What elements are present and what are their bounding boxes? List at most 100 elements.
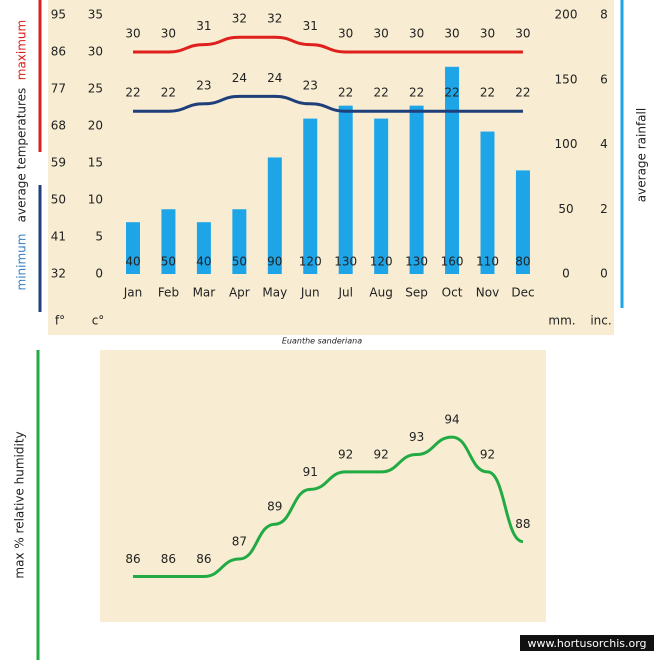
rain-bar — [267, 157, 282, 274]
line-value-label: 31 — [196, 19, 211, 33]
humidity-axis-label: max % relative humidity — [13, 431, 27, 578]
y3-tick-label: 41 — [51, 230, 66, 244]
bar-value-label: 120 — [299, 255, 322, 269]
y4-tick-label: 0 — [600, 267, 608, 281]
y3-tick-label: 32 — [51, 267, 66, 281]
x-tick-label: Jan — [123, 286, 143, 300]
line-value-label: 30 — [161, 27, 176, 41]
bar-value-label: 120 — [370, 255, 393, 269]
y3-tick-label: 95 — [51, 8, 66, 22]
bar-value-label: 50 — [161, 255, 176, 269]
bar-value-label: 40 — [125, 255, 140, 269]
line-value-label: 23 — [303, 78, 318, 92]
line-value-label: 87 — [232, 535, 247, 549]
bar-value-label: 130 — [334, 255, 357, 269]
x-tick-label: Jul — [337, 286, 352, 300]
line-value-label: 30 — [444, 27, 459, 41]
line-value-label: 91 — [303, 465, 318, 479]
rain-bar — [445, 66, 460, 274]
line-value-label: 22 — [338, 86, 353, 100]
line-value-label: 22 — [161, 86, 176, 100]
watermark: www.hortusorchis.org — [527, 637, 646, 650]
x-tick-label: Nov — [476, 286, 499, 300]
line-value-label: 86 — [161, 552, 176, 566]
line-value-label: 92 — [338, 447, 353, 461]
bar-value-label: 80 — [515, 255, 530, 269]
line-value-label: 24 — [267, 71, 282, 85]
bar-value-label: 110 — [476, 255, 499, 269]
x-tick-label: Jun — [300, 286, 320, 300]
rain-bar — [126, 222, 140, 274]
y2-tick-label: 200 — [555, 8, 578, 22]
y-tick-label: 30 — [88, 45, 103, 59]
line-value-label: 92 — [480, 447, 495, 461]
y4-tick-label: 4 — [600, 137, 608, 151]
rain-bar — [515, 170, 530, 274]
rain-bar — [161, 209, 176, 274]
y-tick-label: 20 — [88, 119, 103, 133]
watermark-background — [520, 635, 654, 651]
y2-tick-label: 150 — [555, 72, 578, 86]
line-value-label: 93 — [409, 430, 424, 444]
bar-value-label: 130 — [405, 255, 428, 269]
legend-maximum: maximum — [15, 20, 29, 80]
line-value-label: 31 — [303, 19, 318, 33]
rain-bar — [303, 118, 318, 274]
line-value-label: 32 — [232, 12, 247, 26]
f-unit: f° — [55, 314, 65, 328]
x-tick-label: May — [262, 286, 287, 300]
rain-bar — [374, 118, 389, 274]
line-value-label: 22 — [374, 86, 389, 100]
x-tick-label: Sep — [405, 286, 428, 300]
x-tick-label: Mar — [193, 286, 216, 300]
line-value-label: 22 — [409, 86, 424, 100]
c-unit: c° — [92, 314, 105, 328]
y3-tick-label: 86 — [51, 45, 66, 59]
line-value-label: 30 — [515, 27, 530, 41]
y3-tick-label: 68 — [51, 119, 66, 133]
x-tick-label: Apr — [229, 286, 250, 300]
line-value-label: 30 — [374, 27, 389, 41]
y-axis-label: average temperatures — [15, 88, 29, 223]
y4-tick-label: 8 — [600, 8, 608, 22]
line-value-label: 88 — [515, 517, 530, 531]
bar-value-label: 40 — [196, 255, 211, 269]
rain-bar — [480, 131, 495, 274]
line-value-label: 86 — [196, 552, 211, 566]
rain-bar — [196, 222, 211, 274]
line-value-label: 32 — [267, 12, 282, 26]
y2-tick-label: 0 — [562, 267, 570, 281]
y4-tick-label: 6 — [600, 72, 608, 86]
line-value-label: 30 — [480, 27, 495, 41]
line-value-label: 30 — [125, 27, 140, 41]
rain-bar — [232, 209, 247, 274]
line-value-label: 23 — [196, 78, 211, 92]
chart-background — [48, 0, 614, 335]
y-tick-label: 35 — [88, 8, 103, 22]
bar-value-label: 160 — [441, 255, 464, 269]
x-tick-label: Dec — [511, 286, 534, 300]
y-tick-label: 15 — [88, 156, 103, 170]
line-value-label: 30 — [409, 27, 424, 41]
y-tick-label: 0 — [95, 267, 103, 281]
x-tick-label: Feb — [158, 286, 179, 300]
y3-tick-label: 77 — [51, 82, 66, 96]
chart-title: Euanthe sanderiana — [282, 337, 362, 346]
x-tick-label: Oct — [442, 286, 463, 300]
y3-tick-label: 50 — [51, 193, 66, 207]
y2-tick-label: 50 — [558, 202, 573, 216]
line-value-label: 24 — [232, 71, 247, 85]
line-value-label: 22 — [444, 86, 459, 100]
temperature-line — [133, 94, 523, 113]
mm-unit: mm. — [548, 314, 575, 328]
y-tick-label: 10 — [88, 193, 103, 207]
temperature-line — [132, 35, 523, 54]
rain-bar — [409, 105, 424, 275]
bar-value-label: 50 — [232, 255, 247, 269]
y-tick-label: 25 — [88, 82, 103, 96]
y3-tick-label: 59 — [51, 156, 66, 170]
inch-unit: inc. — [590, 314, 611, 328]
x-tick-label: Aug — [369, 286, 392, 300]
line-value-label: 22 — [480, 86, 495, 100]
